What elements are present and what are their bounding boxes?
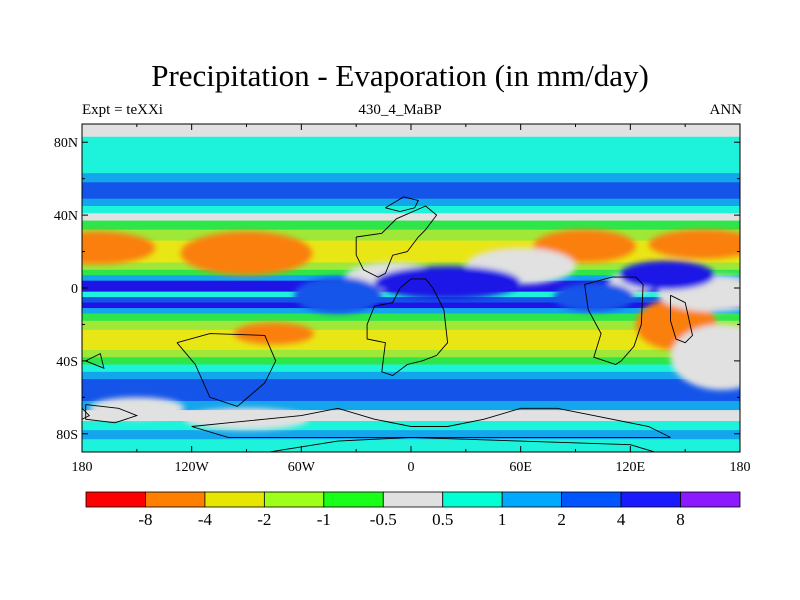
contour-feature xyxy=(294,277,382,314)
land-outline xyxy=(85,404,139,424)
contour-band xyxy=(82,173,740,183)
land-outline xyxy=(191,407,671,438)
y-tick-label: 80N xyxy=(54,136,78,151)
colorbar-label: -0.5 xyxy=(370,510,397,529)
contour-band xyxy=(82,154,740,165)
axes: 180 120W 60W 0 60E 120E 180 80N 40N 0 40S 80S xyxy=(54,124,751,475)
contour-band xyxy=(82,421,740,431)
colorbar-label: -4 xyxy=(198,510,213,529)
contour-band xyxy=(82,297,740,304)
contour-band xyxy=(82,198,740,207)
y-tick-label: 80S xyxy=(56,428,78,443)
land-outline xyxy=(584,276,644,365)
land-outlines xyxy=(82,196,693,452)
colorbar-box xyxy=(680,491,741,508)
contour-band xyxy=(82,136,740,145)
colorbar-label: 0.5 xyxy=(432,510,453,529)
contour-band xyxy=(82,430,740,440)
contour-feature xyxy=(553,282,634,312)
x-tick-label: 60W xyxy=(288,460,316,475)
colorbar-box xyxy=(620,491,681,508)
land-outline xyxy=(85,352,105,369)
contour-band xyxy=(82,129,740,138)
colorbar-label: 4 xyxy=(617,510,626,529)
contour-band xyxy=(82,182,740,191)
contour-band xyxy=(82,229,740,242)
contour-band xyxy=(82,390,740,402)
land-outline xyxy=(355,205,438,278)
colorbar-box xyxy=(382,491,444,508)
colorbar-label: -1 xyxy=(317,510,331,529)
contour-feature xyxy=(619,260,715,290)
land-outline xyxy=(670,294,693,344)
contour-band xyxy=(82,340,740,351)
colorbar-label: 8 xyxy=(676,510,685,529)
x-tick-label: 120W xyxy=(175,460,210,475)
contour-band xyxy=(82,251,740,264)
colorbar-box xyxy=(501,491,563,508)
colorbar-label: -8 xyxy=(138,510,152,529)
x-tick-label: 180 xyxy=(72,460,93,475)
x-tick-label: 0 xyxy=(408,460,415,475)
contour-band xyxy=(82,410,740,422)
contour-feature xyxy=(374,266,521,299)
contour-band xyxy=(82,371,740,380)
contour-band xyxy=(82,364,740,373)
contour-feature xyxy=(89,397,185,420)
contour-feature xyxy=(180,231,313,276)
contour-band xyxy=(82,206,740,214)
colorbar-box xyxy=(442,491,503,508)
contour-band xyxy=(82,439,740,452)
colorbar-box xyxy=(263,491,325,508)
contour-band xyxy=(82,213,740,222)
contour-band xyxy=(82,313,740,322)
colorbar-box xyxy=(204,491,265,508)
contour-band xyxy=(82,220,740,231)
land-outline xyxy=(266,436,657,452)
contour-features xyxy=(82,229,740,431)
land-outline xyxy=(366,278,449,377)
colorbar: -8 -4 -2 -1 -0.5 0.5 1 2 4 8 xyxy=(85,491,741,529)
colorbar-box xyxy=(561,491,622,508)
contour-band xyxy=(82,302,740,309)
contour-band xyxy=(82,357,740,366)
subtitle-season: ANN xyxy=(709,102,743,118)
contour-band xyxy=(82,320,740,331)
colorbar-box xyxy=(85,491,146,508)
contour-band xyxy=(82,144,740,156)
subtitle-center: 430_4_MaBP xyxy=(358,102,442,118)
contour-field xyxy=(82,124,740,452)
land-outline xyxy=(385,196,419,212)
contour-band xyxy=(82,379,740,391)
x-tick-label: 120E xyxy=(616,460,646,475)
chart-title: Precipitation - Evaporation (in mm/day) xyxy=(151,58,649,93)
y-tick-label: 0 xyxy=(71,282,78,297)
colorbar-label: 1 xyxy=(498,510,507,529)
colorbar-box xyxy=(145,491,206,508)
subtitle-experiment: Expt = teXXi xyxy=(82,102,163,118)
x-tick-label: 60E xyxy=(509,460,532,475)
colorbar-label: -2 xyxy=(257,510,271,529)
contour-feature xyxy=(648,229,740,259)
contour-band xyxy=(82,400,740,411)
colorbar-label: 2 xyxy=(557,510,566,529)
x-tick-label: 180 xyxy=(730,460,751,475)
contour-band xyxy=(82,164,740,174)
contour-band xyxy=(82,349,740,358)
contour-band xyxy=(82,308,740,315)
contour-band xyxy=(82,189,740,200)
contour-feature xyxy=(670,324,740,391)
y-tick-label: 40S xyxy=(56,355,78,370)
contour-band xyxy=(82,329,740,342)
contour-feature xyxy=(184,408,309,431)
contour-feature xyxy=(82,231,156,265)
y-tick-label: 40N xyxy=(54,209,78,224)
land-outline xyxy=(176,333,277,407)
colorbar-box xyxy=(323,491,384,508)
land-outline xyxy=(82,407,91,420)
contour-feature xyxy=(233,322,315,345)
